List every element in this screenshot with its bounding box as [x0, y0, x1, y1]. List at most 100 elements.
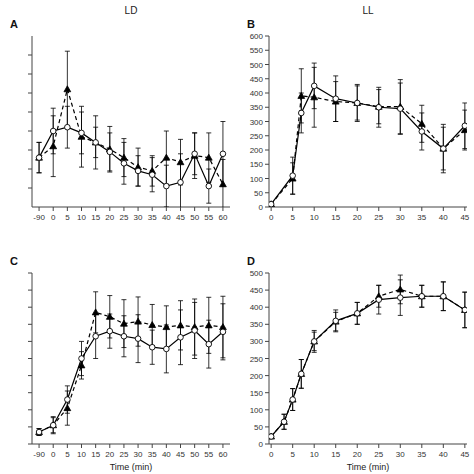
series [269, 63, 467, 207]
panel: 0501001502002503003504004505000510152025… [247, 255, 470, 472]
x-tick [81, 444, 82, 448]
error-bar-stem [138, 148, 139, 186]
x-tick [67, 444, 68, 448]
point [206, 341, 212, 347]
x-tick [443, 444, 444, 448]
point [92, 309, 99, 315]
x-tick-label: -90 [33, 450, 45, 459]
x-tick-label: 55 [204, 213, 213, 222]
error-bar-cap [136, 186, 141, 187]
y-tick-label: 400 [250, 303, 264, 312]
series [36, 106, 225, 207]
x-tick [123, 444, 124, 448]
error-bar-cap [65, 148, 70, 149]
error-bar-cap [164, 207, 169, 208]
point [206, 183, 212, 189]
y-tick-label: 200 [250, 146, 264, 155]
x-axis-line [269, 444, 467, 445]
error-bar [462, 292, 467, 328]
error-bar-cap [65, 425, 70, 426]
error-bar-cap [136, 148, 141, 149]
error-bar-cap [419, 150, 424, 151]
error-bar-cap [355, 84, 360, 85]
error-bar-cap [107, 314, 112, 315]
error-bar [178, 310, 183, 365]
point [121, 161, 127, 167]
series-line [39, 89, 223, 184]
column-title: LL [362, 5, 374, 16]
y-tick-label: 350 [250, 103, 264, 112]
error-bar-cap [398, 79, 403, 80]
y-tick [265, 409, 269, 410]
error-bar [355, 302, 360, 324]
x-tick [109, 207, 110, 211]
y-tick [265, 375, 269, 376]
x-axis-label: Time (min) [110, 462, 153, 472]
error-bar-cap [441, 172, 446, 173]
y-tick [265, 426, 269, 427]
x-axis-line [32, 207, 230, 208]
error-bar-cap [299, 68, 304, 69]
error-bar-cap [51, 416, 56, 417]
x-tick-label: 35 [148, 213, 157, 222]
error-bar-cap [136, 362, 141, 363]
point [298, 110, 304, 116]
error-bar-cap [419, 307, 424, 308]
point [462, 307, 467, 313]
error-bar [164, 165, 169, 207]
error-bar-cap [462, 327, 467, 328]
y-tick [28, 55, 32, 56]
error-bar-cap [206, 368, 211, 369]
y-tick [265, 64, 269, 65]
x-tick-label: 20 [105, 213, 114, 222]
error-bar [333, 310, 338, 332]
error-bar-cap [79, 112, 84, 113]
error-bar-cap [79, 375, 84, 376]
error-bar-cap [93, 169, 98, 170]
error-bar-cap [355, 302, 360, 303]
x-tick [464, 207, 465, 211]
point [333, 96, 339, 102]
error-bar-cap [290, 388, 295, 389]
y-tick-label: 250 [250, 132, 264, 141]
y-tick-label: 450 [250, 75, 264, 84]
error-bar-cap [419, 105, 424, 106]
error-bar-cap [398, 315, 403, 316]
y-tick [265, 164, 269, 165]
error-bar-cap [192, 298, 197, 299]
y-tick [265, 444, 269, 445]
series-line [271, 296, 465, 436]
error-bar-cap [93, 127, 98, 128]
error-bar [398, 80, 403, 134]
error-bar-cap [355, 302, 360, 303]
y-tick [28, 426, 32, 427]
error-bar [65, 106, 70, 148]
x-tick-label: 25 [374, 450, 383, 459]
series [36, 292, 227, 436]
error-bar-cap [107, 132, 112, 133]
y-tick [28, 169, 32, 170]
x-tick-label: 45 [460, 450, 469, 459]
x-tick [152, 207, 153, 211]
y-tick [28, 273, 32, 274]
y-tick [265, 150, 269, 151]
x-tick-label: 30 [134, 450, 143, 459]
point [36, 429, 43, 435]
y-tick [265, 307, 269, 308]
x-tick [292, 207, 293, 211]
error-bar-cap [355, 85, 360, 86]
y-tick [265, 392, 269, 393]
y-tick [265, 93, 269, 94]
x-tick-label: 55 [204, 450, 213, 459]
point [164, 183, 170, 189]
error-bar-cap [333, 121, 338, 122]
error-bar-cap [192, 132, 197, 133]
y-tick [28, 307, 32, 308]
error-bar-cap [312, 352, 317, 353]
y-tick [28, 150, 32, 151]
x-tick [166, 207, 167, 211]
error-bar-cap [312, 63, 317, 64]
column-title: LD [125, 5, 138, 16]
error-bar-cap [192, 178, 197, 179]
point [419, 293, 425, 299]
